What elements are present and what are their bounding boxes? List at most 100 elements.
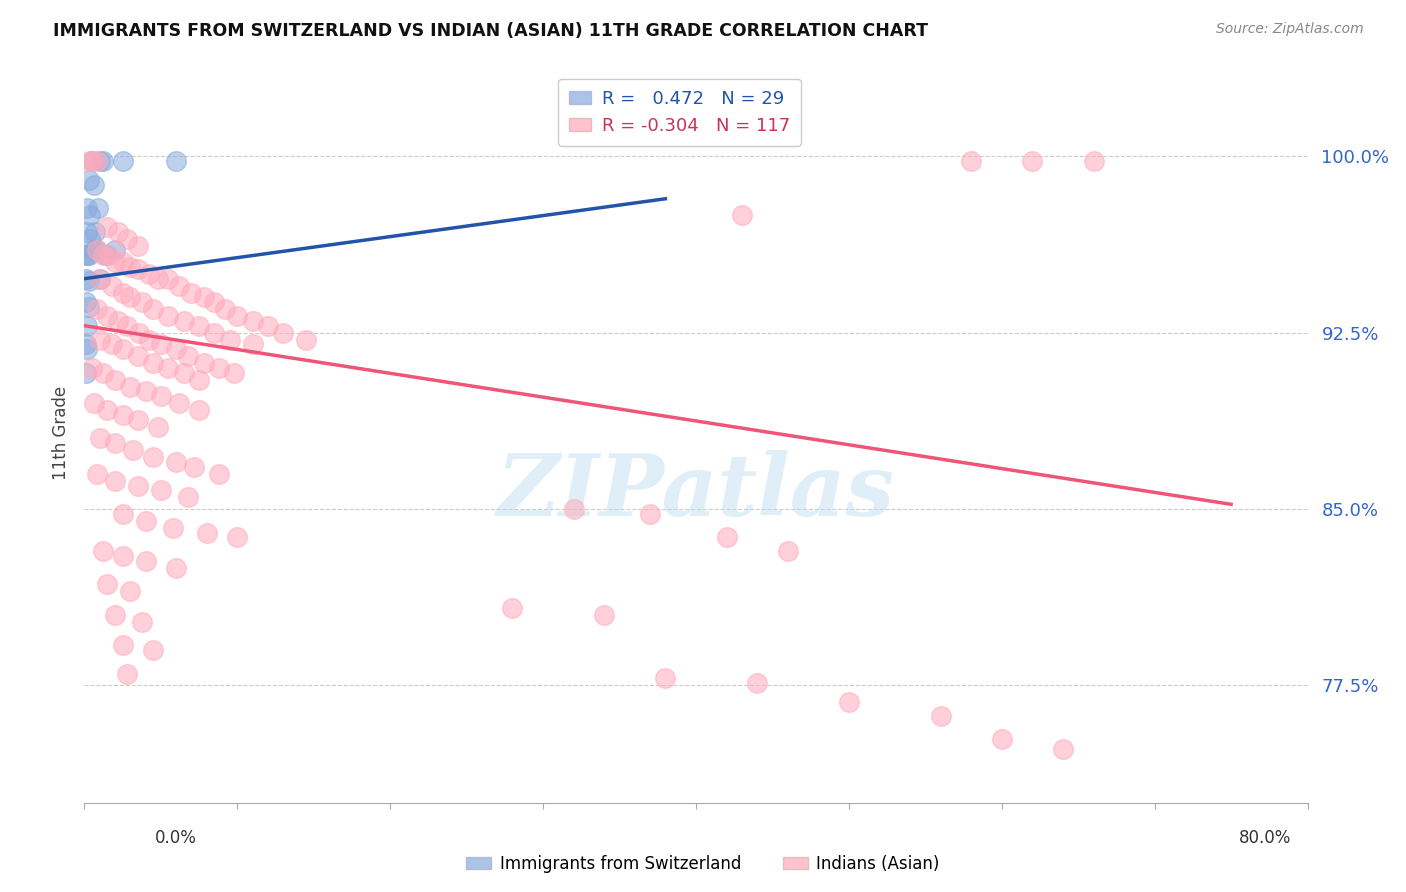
Point: [79, 208, 101, 222]
Point: [173, 314, 195, 328]
Point: [127, 239, 149, 253]
Point: [111, 255, 134, 269]
Point: [120, 380, 142, 394]
Legend: R =   0.472   N = 29, R = -0.304   N = 117: R = 0.472 N = 29, R = -0.304 N = 117: [558, 78, 800, 145]
Point: [131, 295, 153, 310]
Point: [96, 219, 118, 234]
Point: [142, 643, 165, 657]
Point: [226, 310, 249, 324]
Point: [76, 248, 98, 262]
Point: [89, 154, 111, 169]
Point: [104, 373, 127, 387]
Point: [76, 201, 98, 215]
Point: [128, 326, 150, 340]
Point: [86, 302, 108, 317]
Point: [111, 408, 134, 422]
Point: [89, 432, 111, 446]
Point: [83, 178, 105, 192]
Point: [208, 467, 231, 481]
Point: [77, 274, 100, 288]
Point: [89, 271, 111, 285]
Point: [731, 208, 754, 222]
Point: [104, 474, 127, 488]
Point: [91, 248, 114, 262]
Point: [120, 290, 142, 304]
Point: [135, 554, 157, 568]
Point: [80, 154, 103, 169]
Point: [776, 544, 799, 558]
Point: [242, 314, 264, 328]
Point: [86, 244, 108, 258]
Point: [104, 436, 127, 450]
Point: [226, 530, 249, 544]
Point: [101, 278, 124, 293]
Point: [86, 467, 108, 481]
Point: [76, 318, 98, 333]
Point: [77, 248, 100, 262]
Text: ZIPatlas: ZIPatlas: [496, 450, 896, 533]
Point: [1052, 741, 1074, 756]
Point: [75, 337, 97, 351]
Point: [562, 502, 585, 516]
Point: [202, 326, 225, 340]
Text: 0.0%: 0.0%: [155, 829, 197, 847]
Point: [183, 459, 205, 474]
Point: [747, 676, 769, 690]
Point: [177, 349, 200, 363]
Point: [111, 285, 134, 300]
Point: [188, 318, 211, 333]
Point: [1083, 154, 1105, 169]
Point: [97, 248, 120, 262]
Point: [202, 295, 225, 310]
Point: [89, 271, 111, 285]
Point: [149, 337, 172, 351]
Point: [157, 271, 180, 285]
Point: [75, 271, 97, 285]
Point: [165, 561, 187, 575]
Point: [96, 577, 118, 591]
Point: [135, 384, 157, 399]
Point: [960, 154, 983, 169]
Point: [257, 318, 280, 333]
Point: [165, 455, 187, 469]
Point: [107, 225, 129, 239]
Point: [77, 173, 100, 187]
Point: [91, 544, 114, 558]
Point: [75, 295, 97, 310]
Point: [162, 521, 184, 535]
Point: [838, 695, 860, 709]
Y-axis label: 11th Grade: 11th Grade: [52, 385, 70, 480]
Point: [96, 403, 118, 417]
Point: [135, 514, 157, 528]
Point: [111, 549, 134, 563]
Point: [104, 255, 127, 269]
Point: [104, 244, 127, 258]
Point: [115, 318, 138, 333]
Point: [138, 267, 160, 281]
Point: [193, 290, 215, 304]
Text: Source: ZipAtlas.com: Source: ZipAtlas.com: [1216, 22, 1364, 37]
Point: [157, 361, 180, 376]
Point: [193, 356, 215, 370]
Point: [173, 366, 195, 380]
Point: [115, 232, 138, 246]
Point: [157, 310, 180, 324]
Point: [122, 443, 145, 458]
Point: [94, 248, 117, 262]
Point: [242, 337, 264, 351]
Point: [208, 361, 231, 376]
Point: [83, 396, 105, 410]
Point: [142, 356, 165, 370]
Point: [86, 244, 108, 258]
Point: [127, 262, 149, 277]
Point: [188, 403, 211, 417]
Point: [149, 389, 172, 403]
Point: [111, 342, 134, 356]
Point: [91, 366, 114, 380]
Point: [111, 507, 134, 521]
Point: [120, 260, 142, 274]
Point: [167, 396, 190, 410]
Point: [96, 310, 118, 324]
Point: [80, 154, 103, 169]
Point: [83, 244, 105, 258]
